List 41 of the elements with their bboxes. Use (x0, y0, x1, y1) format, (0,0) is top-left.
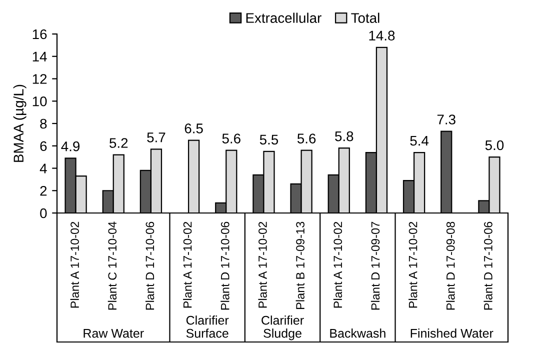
text: Clarifier Surface (186, 316, 229, 338)
x-tick-label: Plant C 17-10-04 (108, 222, 117, 310)
data-label: 14.8 (369, 30, 395, 41)
data-label: 4.9 (61, 141, 80, 152)
y-tick-label: 10 (32, 96, 47, 106)
text: Clarifier Sludge (262, 316, 304, 340)
x-tick-label: Plant D 17-09-08 (446, 222, 455, 310)
legend-label: Extracellular (246, 12, 322, 23)
text: Raw Water (84, 329, 144, 338)
data-label: 5.8 (335, 131, 354, 142)
y-tick-label: 16 (32, 29, 47, 40)
y-tick-label: 8 (40, 118, 47, 129)
y-tick-label: 4 (40, 164, 47, 174)
x-tick-label: Plant A 17-10-02 (333, 222, 342, 308)
y-tick-label: 0 (40, 208, 47, 218)
data-label: 7.3 (437, 114, 456, 124)
x-tick-label: Plant A 17-10-02 (408, 222, 418, 308)
x-tick-label: Plant A 17-10-02 (70, 222, 79, 308)
y-tick-label: 6 (40, 141, 47, 152)
y-tick-label: 12 (32, 74, 47, 84)
x-tick-label: Plant A 17-10-02 (258, 222, 267, 308)
x-tick-label: Plant D 17-09-07 (370, 222, 380, 310)
y-axis-title: BMAA (µg/L) (13, 84, 26, 162)
data-label: 5.5 (260, 134, 278, 145)
text: Backwash (330, 328, 386, 338)
data-label: 5.4 (410, 136, 429, 146)
data-label: 5.6 (297, 134, 316, 144)
data-label: 5.7 (147, 132, 166, 142)
data-label: 6.5 (184, 124, 203, 134)
data-label: 5.0 (485, 140, 504, 150)
x-tick-label: Plant B 17-09-13 (296, 222, 304, 309)
y-tick-label: 14 (32, 52, 47, 62)
data-label: 5.6 (222, 134, 240, 144)
x-tick-label: Plant D 17-10-06 (220, 222, 230, 310)
text: Finished Water (410, 328, 494, 338)
y-tick-label: 2 (40, 186, 47, 196)
x-tick-label: Plant D 17-10-06 (145, 222, 154, 310)
x-tick-label: Plant A 17-10-02 (183, 222, 192, 308)
x-tick-label: Plant D 17-10-06 (484, 222, 492, 310)
data-label: 5.2 (110, 138, 128, 148)
legend-label: Total (351, 12, 380, 23)
